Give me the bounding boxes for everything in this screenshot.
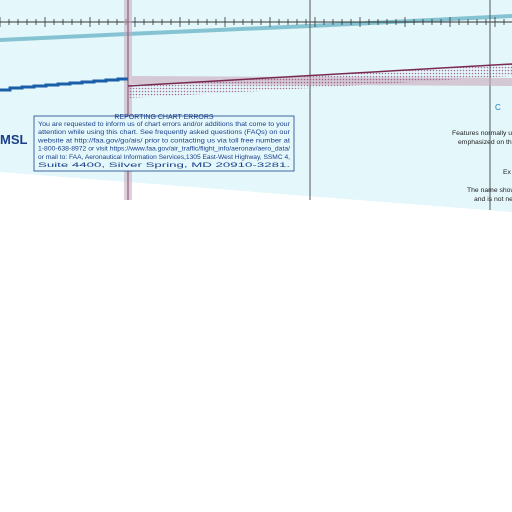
notice-line: or mail to: FAA, Aeronautical Informatio… bbox=[38, 154, 290, 161]
notice-line: website at http://faa.gov/go/ais/ prior … bbox=[37, 137, 290, 144]
edge-label: MSL bbox=[0, 132, 28, 147]
boundary-line bbox=[127, 63, 512, 87]
scale-ticks bbox=[0, 17, 505, 27]
notice-line: You are requested to inform us of chart … bbox=[38, 121, 291, 128]
side-text: and is not ne bbox=[474, 196, 512, 203]
notice-title: REPORTING CHART ERRORS bbox=[114, 114, 214, 121]
notice-line: 1-800-638-8972 or visit https://www.faa.… bbox=[38, 146, 290, 153]
chart-sheet bbox=[0, 0, 512, 212]
side-text: The name show bbox=[467, 187, 512, 194]
notice-box bbox=[33, 115, 295, 172]
side-text: Ex bbox=[503, 169, 512, 176]
stepped-line bbox=[0, 77, 128, 92]
notice-line: attention while using this chart. See fr… bbox=[38, 129, 291, 136]
hatched-boundary bbox=[128, 64, 512, 98]
side-text: emphasized on this s bbox=[458, 139, 512, 146]
side-text: Features normally us bbox=[452, 130, 512, 137]
route-line bbox=[0, 14, 512, 42]
notice-line: Suite 4400, Silver Spring, MD 20910-3281… bbox=[38, 162, 290, 169]
side-text: C bbox=[495, 103, 501, 112]
